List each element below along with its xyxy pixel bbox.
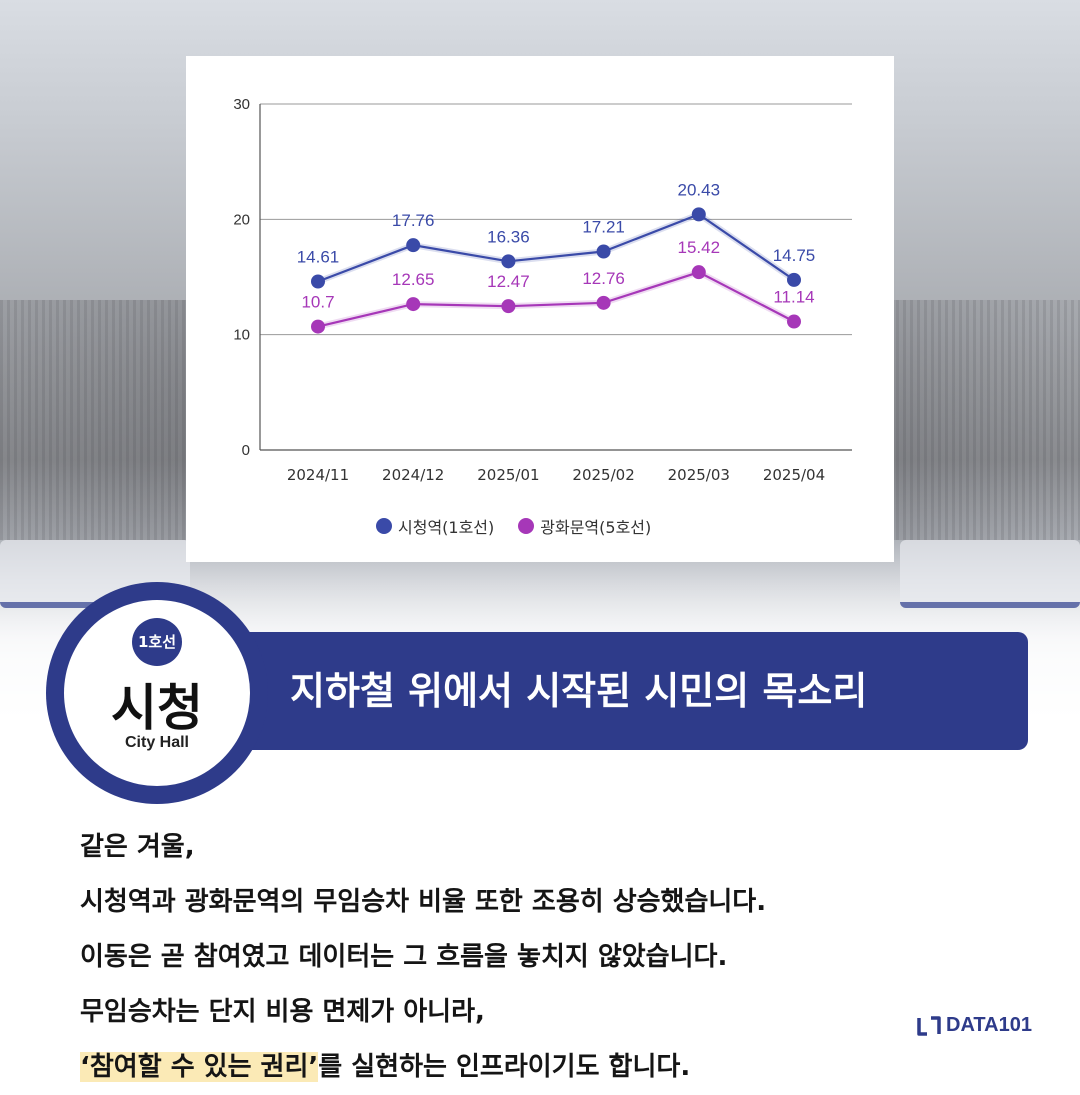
data-point <box>406 297 421 312</box>
data-label: 14.75 <box>773 246 816 265</box>
y-tick-label: 20 <box>233 211 250 228</box>
background-police-bus <box>900 540 1080 608</box>
data-point <box>311 274 325 289</box>
legend-label: 시청역(1호선) <box>398 518 495 537</box>
y-tick-label: 0 <box>242 442 250 459</box>
body-line: 이동은 곧 참여였고 데이터는 그 흐름을 놓치지 않았습니다. <box>80 942 728 972</box>
data-label: 15.42 <box>678 238 721 257</box>
logo-text: DATA101 <box>946 1014 1032 1036</box>
data101-logo: DATA101 <box>916 1014 1032 1037</box>
station-name: 시청 <box>111 679 203 737</box>
data-label: 16.36 <box>487 227 530 246</box>
legend-label: 광화문역(5호선) <box>540 518 652 537</box>
chart-legend: 시청역(1호선) 광화문역(5호선) <box>376 514 706 538</box>
data-point <box>596 244 611 259</box>
highlight-phrase: ‘참여할 수 있는 권리’ <box>80 1052 319 1082</box>
line-number-badge: 1호선 <box>132 618 182 666</box>
body-line-last: ‘참여할 수 있는 권리’를 실현하는 인프라이기도 합니다. <box>80 1040 960 1095</box>
body-line-rest: 를 실현하는 인프라이기도 합니다. <box>318 1052 691 1082</box>
data-label: 10.7 <box>301 293 334 312</box>
data-point <box>596 295 611 310</box>
x-tick-label: 2025/01 <box>477 466 539 484</box>
data-label: 12.47 <box>487 272 530 291</box>
data-point <box>787 272 801 287</box>
data-label: 20.43 <box>678 180 721 199</box>
data-label: 12.76 <box>582 269 625 288</box>
series-line <box>317 213 795 283</box>
data-label: 12.65 <box>392 270 435 289</box>
body-line: 무임승차는 단지 비용 면제가 아니라, <box>80 997 485 1027</box>
data-point <box>787 314 801 329</box>
data-point <box>406 238 421 253</box>
x-tick-label: 2025/02 <box>572 466 634 484</box>
y-tick-label: 30 <box>233 96 250 113</box>
data-label: 14.61 <box>297 247 340 266</box>
x-tick-label: 2025/03 <box>668 466 730 484</box>
data101-logo-icon <box>917 1015 941 1036</box>
series-line <box>317 270 795 328</box>
data-point <box>501 254 516 269</box>
x-tick-label: 2024/12 <box>382 466 444 484</box>
legend-swatch <box>376 518 392 534</box>
data-point <box>501 299 516 314</box>
x-tick-label: 2024/11 <box>287 466 349 484</box>
legend-swatch <box>518 518 535 534</box>
data-label: 17.21 <box>582 218 625 237</box>
data-point <box>691 265 706 280</box>
title-banner <box>232 632 1028 750</box>
data-label: 11.14 <box>773 288 814 307</box>
body-text: 같은 겨울, 시청역과 광화문역의 무임승차 비율 또한 조용히 상승했습니다.… <box>80 820 960 1095</box>
data-point <box>691 207 706 222</box>
legend-item-series-2: 광화문역(5호선) <box>518 514 651 538</box>
line-chart: 0 10 20 30 2024/11 2024/12 2025/01 2025/02 2025/… <box>233 96 852 484</box>
data-label: 17.76 <box>392 211 435 230</box>
y-tick-label: 10 <box>233 327 250 344</box>
series-line-glow <box>317 268 796 330</box>
x-tick-label: 2025/04 <box>763 466 825 484</box>
series-line-glow <box>316 211 796 285</box>
chart-card: 0 10 20 30 2024/11 2024/12 2025/01 2025/02 2025/… <box>186 56 894 562</box>
body-line: 시청역과 광화문역의 무임승차 비율 또한 조용히 상승했습니다. <box>80 887 767 917</box>
legend-item-series-1: 시청역(1호선) <box>376 514 494 538</box>
station-english-name: City Hall <box>124 734 189 751</box>
banner-title: 지하철 위에서 시작된 시민의 목소리 <box>290 669 868 713</box>
body-line: 같은 겨울, <box>80 832 195 862</box>
data-point <box>311 319 325 334</box>
